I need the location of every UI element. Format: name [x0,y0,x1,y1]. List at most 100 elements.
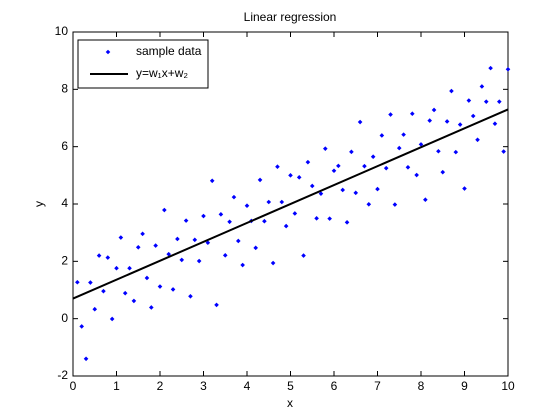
x-tick-label: 5 [287,379,294,393]
data-point [270,260,276,266]
data-point [475,137,480,143]
data-point [288,173,293,178]
data-point [423,197,428,202]
data-point [196,258,202,264]
data-point [96,253,102,258]
data-point [253,245,258,251]
data-point [396,145,402,151]
data-point [383,165,389,171]
data-point [140,231,145,237]
x-tick-label: 1 [113,379,120,393]
data-point [488,65,493,71]
data-point [418,142,424,147]
data-point [492,121,498,127]
data-point [75,279,80,285]
legend-marker [105,49,111,55]
data-point [244,203,250,209]
data-point [314,216,319,221]
data-point [497,99,502,104]
y-tick-label: 10 [55,24,69,38]
data-point [453,149,459,155]
x-tick-label: 8 [418,379,425,393]
data-point [218,212,224,217]
data-point [122,290,128,296]
data-point [501,149,506,154]
data-point [118,235,124,240]
data-point [392,202,398,207]
data-point [370,154,376,159]
x-tick-label: 6 [331,379,338,393]
legend-label: sample data [136,44,202,58]
data-point [444,119,450,124]
y-tick-label: 6 [61,139,68,153]
y-tick-label: 2 [61,254,68,268]
data-point [88,280,93,285]
data-point [505,66,511,72]
y-tick-label: 8 [61,82,68,96]
data-point [344,220,350,225]
data-point [353,190,359,196]
data-point [431,107,437,113]
x-tick-label: 7 [374,379,381,393]
data-point [349,149,354,155]
data-point [135,244,141,250]
data-point [479,84,485,89]
data-point [327,216,332,221]
data-point [79,324,84,329]
data-point [192,237,198,243]
data-point [279,199,285,205]
data-point [483,99,489,104]
data-point [92,306,98,312]
data-point [457,122,463,127]
data-point [405,165,411,170]
data-point [301,253,306,258]
data-point [340,187,345,193]
data-point [362,163,367,169]
data-point [201,213,206,219]
x-tick-label: 3 [200,379,207,393]
data-point [149,305,154,310]
y-tick-label: 0 [61,311,68,325]
data-point [179,257,185,263]
y-tick-label: -2 [57,368,68,382]
data-point [466,98,472,103]
data-point [131,298,137,304]
x-tick-label: 10 [501,379,515,393]
data-point [236,238,241,244]
data-point [162,207,167,213]
data-point [410,111,415,116]
x-tick-label: 0 [70,379,77,393]
data-point [318,191,324,196]
y-axis-label: y [32,201,46,207]
data-point [127,265,132,271]
data-point [292,211,298,216]
data-point [209,178,215,184]
data-point [214,302,219,308]
data-point [296,175,302,180]
data-point [275,164,280,170]
data-point [101,288,106,294]
data-point [414,172,419,178]
data-point [170,287,176,292]
data-point [470,113,476,119]
data-point [427,118,432,123]
regression-line [72,108,509,300]
data-point [109,316,115,322]
legend-label: y=w₁x+w₂ [136,66,188,80]
data-point [227,219,232,225]
data-point [222,253,228,258]
data-point [401,132,406,137]
data-point [153,243,158,248]
data-point [331,168,337,174]
data-point [231,194,237,200]
data-point [257,177,263,183]
data-point [357,119,363,125]
data-point [266,199,272,205]
data-point [175,236,180,242]
data-point [262,218,267,224]
data-point [440,169,446,175]
data-point [188,294,193,299]
data-point [375,186,380,192]
data-point [83,356,89,362]
